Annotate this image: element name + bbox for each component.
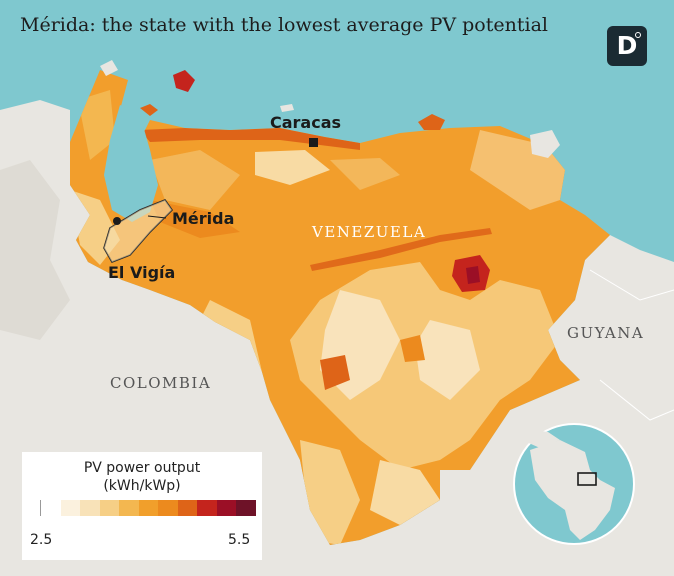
legend-swatch: [197, 500, 217, 516]
legend-swatch: [60, 500, 81, 516]
legend-swatch: [138, 500, 159, 516]
legend-swatch: [158, 500, 178, 516]
legend-title-line1: PV power output: [83, 460, 201, 476]
legend-swatch: [99, 500, 120, 516]
label-colombia: COLOMBIA: [110, 374, 211, 392]
page-title: Mérida: the state with the lowest averag…: [20, 14, 548, 36]
island-trinidad: [530, 130, 560, 158]
island-west: [100, 60, 118, 76]
label-merida: Mérida: [172, 209, 234, 228]
locator-globe: [513, 423, 635, 545]
legend-swatch: [119, 500, 139, 516]
label-guyana: GUYANA: [567, 324, 644, 342]
logo-letter: D: [616, 31, 638, 60]
merida-city-marker[interactable]: [113, 217, 121, 225]
legend-swatch: [80, 500, 100, 516]
legend-color-scale: [40, 500, 257, 516]
merida-halo: [104, 200, 172, 262]
caracas-city-marker[interactable]: [309, 138, 318, 147]
island-paraguana: [140, 104, 158, 116]
legend-swatch: [40, 500, 61, 516]
label-el-vigia: El Vigía: [108, 263, 175, 282]
brand-logo: D: [607, 26, 647, 66]
legend: PV power output (kWh/kWp) 2.5 5.5: [22, 452, 262, 560]
logo-dot-icon: [635, 32, 641, 38]
legend-swatch: [177, 500, 198, 516]
merida-leader: [147, 215, 167, 219]
island-north: [173, 70, 195, 92]
lake-maracaibo: [104, 105, 158, 222]
locator-box: [577, 472, 597, 486]
label-caracas: Caracas: [270, 113, 341, 132]
label-venezuela: VENEZUELA: [311, 223, 426, 241]
border-lines: [589, 269, 674, 421]
legend-swatch: [236, 500, 257, 516]
legend-swatch: [216, 500, 237, 516]
legend-max-value: 5.5: [228, 532, 251, 548]
island-margarita: [418, 114, 445, 130]
legend-min-value: 2.5: [30, 532, 53, 548]
legend-title-line2: (kWh/kWp): [103, 478, 181, 494]
colombia-relief: [0, 160, 70, 340]
island-small: [280, 104, 294, 112]
